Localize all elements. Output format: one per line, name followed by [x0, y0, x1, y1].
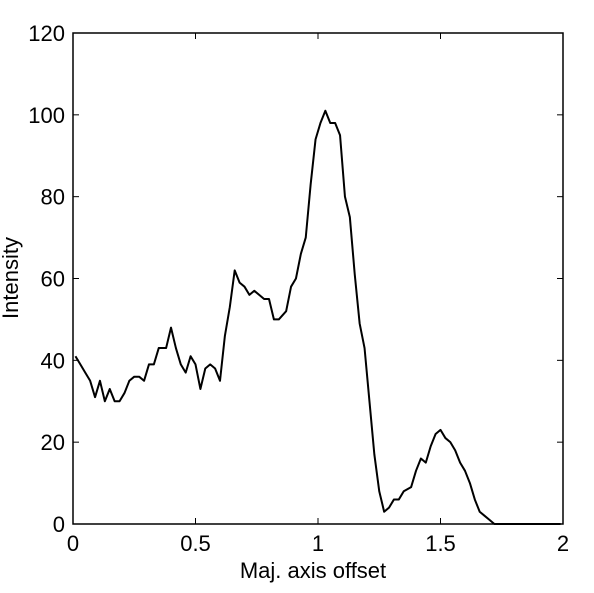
data-line: [74, 109, 561, 525]
y-tick-label: 40: [41, 348, 65, 373]
y-tick-label: 80: [41, 185, 65, 210]
y-axis-label: Intensity: [0, 237, 23, 319]
x-tick-label: 1.5: [425, 531, 456, 556]
x-axis-label: Maj. axis offset: [240, 558, 386, 583]
plot-frame: [72, 32, 564, 525]
x-tick-label: 0.5: [180, 531, 211, 556]
y-tick-label: 20: [41, 430, 65, 455]
y-tick-label: 60: [41, 267, 65, 292]
y-tick-label: 120: [28, 21, 65, 46]
y-tick-label: 100: [28, 103, 65, 128]
y-tick-label: 0: [53, 512, 65, 537]
x-tick-label: 1: [312, 531, 324, 556]
x-tick-label: 2: [557, 531, 569, 556]
x-tick-label: 0: [67, 531, 79, 556]
